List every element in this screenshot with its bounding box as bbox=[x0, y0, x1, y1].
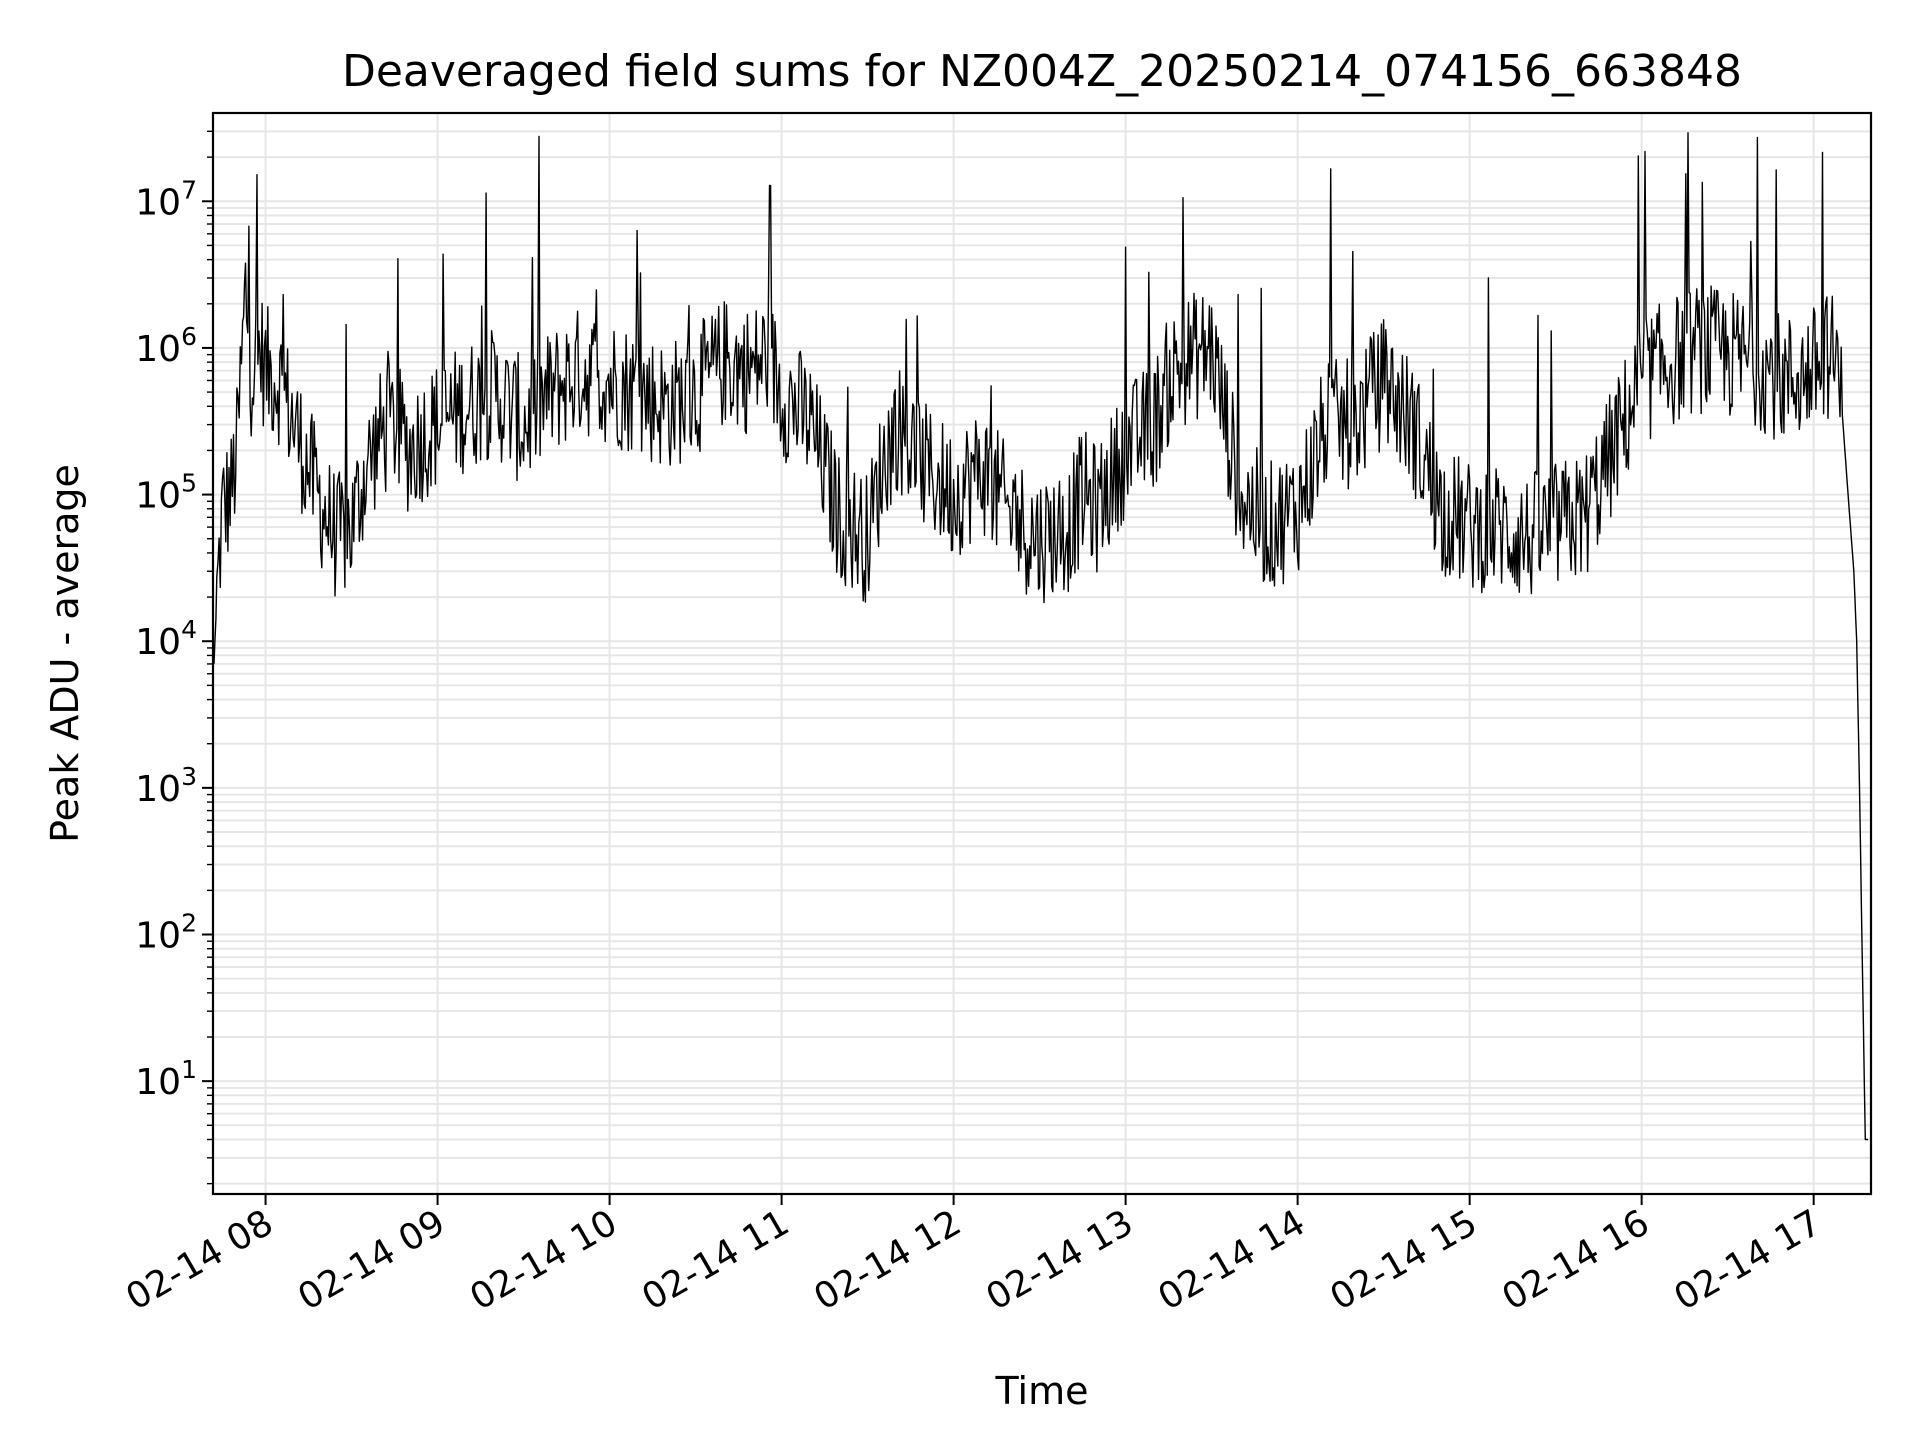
y-tick-label: 104 bbox=[135, 615, 197, 663]
y-tick-label-base: 10 bbox=[135, 476, 181, 517]
y-tick-label: 107 bbox=[135, 175, 197, 223]
y-tick-label: 102 bbox=[135, 909, 197, 957]
y-tick-label-exponent: 3 bbox=[181, 762, 197, 791]
y-tick-label-base: 10 bbox=[135, 1062, 181, 1103]
y-axis-label: Peak ADU - average bbox=[43, 464, 87, 843]
y-tick-label-base: 10 bbox=[135, 916, 181, 957]
y-tick-label: 106 bbox=[135, 322, 197, 370]
y-tick-label-exponent: 2 bbox=[181, 909, 197, 938]
y-tick-label-exponent: 1 bbox=[181, 1055, 197, 1084]
y-tick-label-base: 10 bbox=[135, 329, 181, 370]
y-tick-label: 105 bbox=[135, 469, 197, 517]
y-tick-label-exponent: 5 bbox=[181, 469, 197, 498]
y-tick-label-exponent: 6 bbox=[181, 322, 197, 351]
series-layer bbox=[213, 132, 1869, 1141]
chart-title: Deaveraged field sums for NZ004Z_2025021… bbox=[342, 46, 1742, 97]
y-tick-label-base: 10 bbox=[135, 182, 181, 223]
y-tick-label: 103 bbox=[135, 762, 197, 810]
y-tick-label-exponent: 7 bbox=[181, 175, 197, 204]
plot-frame bbox=[211, 111, 1873, 1196]
x-axis-label: Time bbox=[995, 1369, 1089, 1413]
y-tick-label: 101 bbox=[135, 1055, 197, 1103]
y-tick-label-base: 10 bbox=[135, 622, 181, 663]
grid bbox=[213, 113, 1871, 1194]
y-tick-label-exponent: 4 bbox=[181, 615, 197, 644]
y-tick-label-base: 10 bbox=[135, 769, 181, 810]
series-line bbox=[213, 132, 1869, 1141]
